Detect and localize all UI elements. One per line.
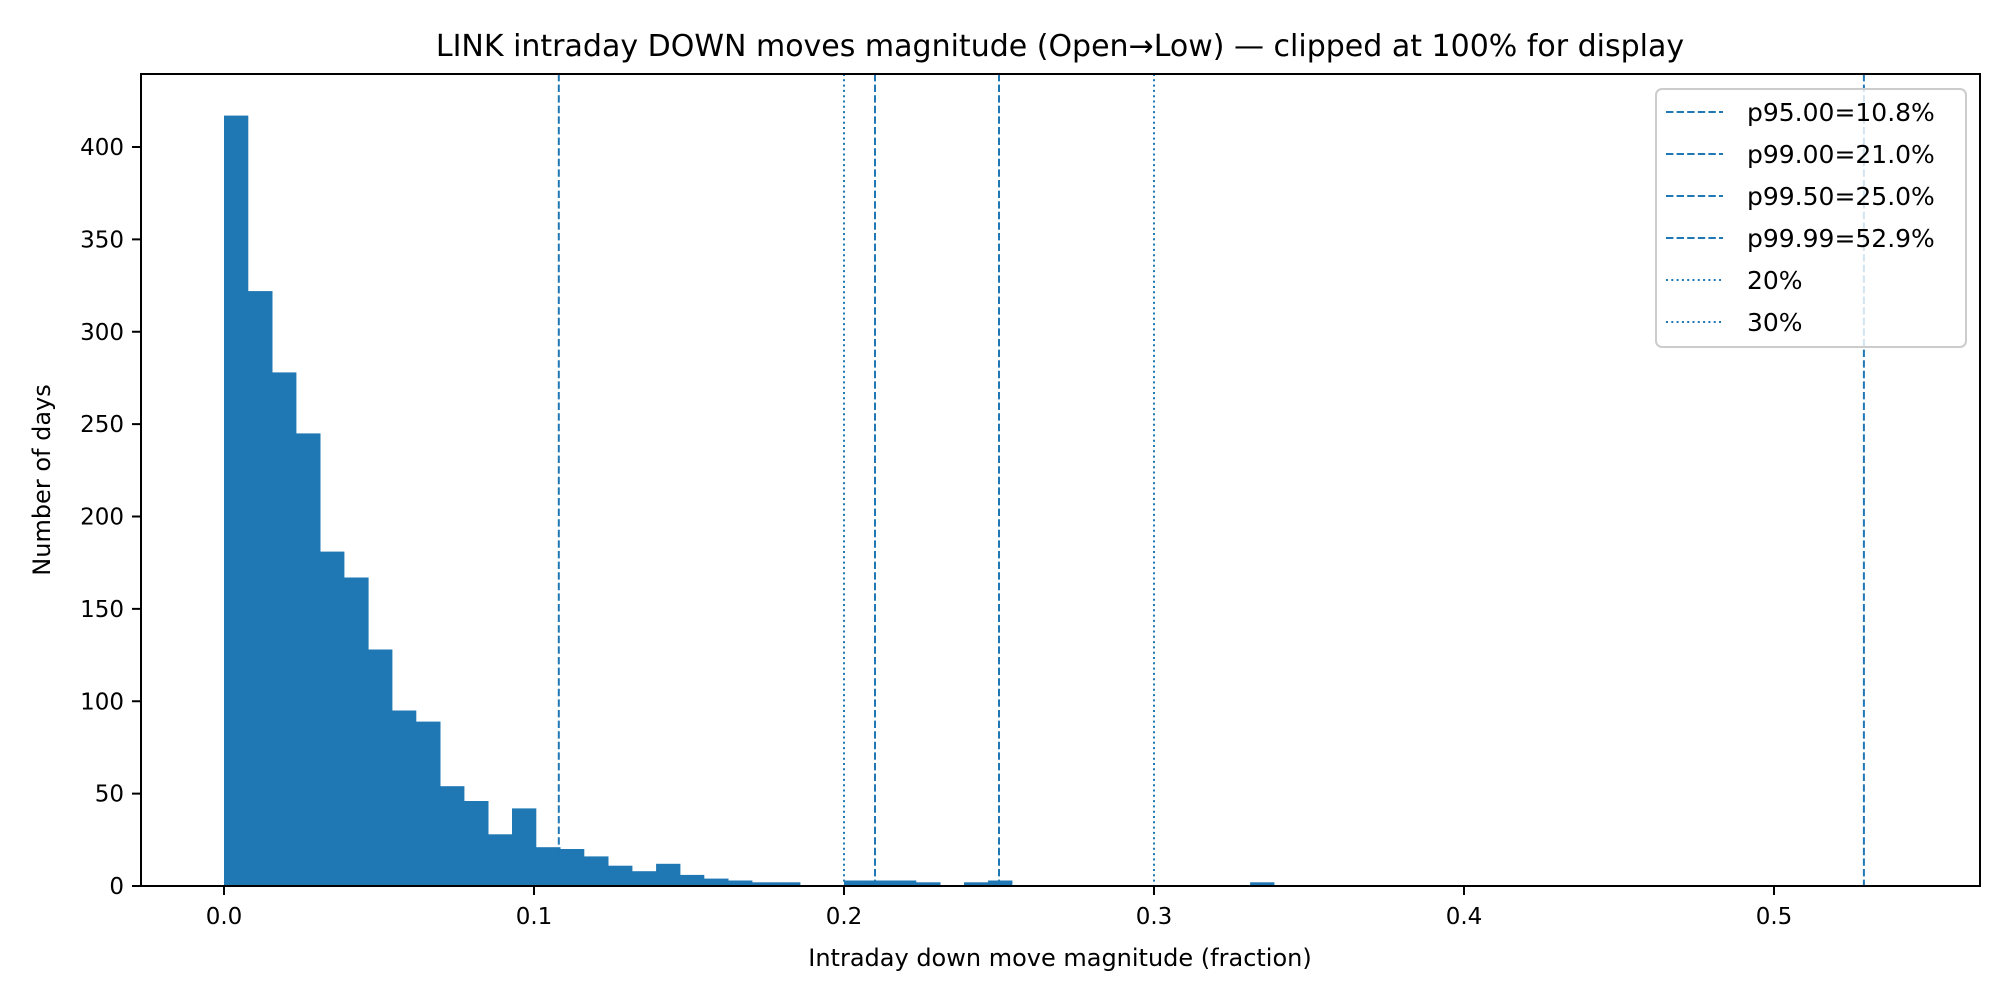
histogram-bar bbox=[776, 882, 801, 886]
x-tick-label: 0.1 bbox=[516, 904, 553, 930]
histogram-bar bbox=[247, 291, 273, 887]
histogram-bar bbox=[844, 880, 869, 886]
y-tick-label: 350 bbox=[80, 227, 124, 253]
histogram-bar bbox=[488, 834, 513, 886]
y-tick-label: 150 bbox=[80, 597, 124, 623]
histogram-bar bbox=[560, 849, 585, 886]
histogram-bars bbox=[224, 115, 1275, 887]
histogram-bar bbox=[892, 880, 917, 886]
histogram-bar bbox=[680, 874, 705, 886]
x-axis-ticks: 0.0 0.1 0.2 0.3 0.4 0.5 bbox=[206, 886, 1793, 930]
y-tick-label: 0 bbox=[109, 874, 124, 900]
histogram-bar bbox=[368, 649, 393, 886]
threshold-lines bbox=[557, 74, 1865, 886]
histogram-bar bbox=[608, 865, 633, 886]
histogram-bar bbox=[224, 115, 249, 887]
histogram-bar bbox=[344, 577, 369, 886]
histogram-bar bbox=[512, 808, 537, 886]
histogram-bar bbox=[463, 801, 489, 886]
histogram-bar bbox=[272, 372, 297, 886]
histogram-bar bbox=[632, 871, 657, 886]
histogram-bar bbox=[751, 882, 777, 886]
histogram-bar bbox=[964, 882, 989, 886]
x-axis-label: Intraday down move magnitude (fraction) bbox=[808, 944, 1311, 972]
legend-label: p99.00=21.0% bbox=[1747, 140, 1935, 169]
chart-title: LINK intraday DOWN moves magnitude (Open… bbox=[436, 29, 1684, 64]
x-tick-label: 0.5 bbox=[1756, 904, 1793, 930]
y-tick-label: 300 bbox=[80, 320, 124, 346]
x-tick-label: 0.4 bbox=[1446, 904, 1483, 930]
histogram-bar bbox=[440, 786, 465, 886]
legend-label: 30% bbox=[1747, 308, 1803, 337]
histogram-bar bbox=[728, 880, 753, 886]
y-tick-label: 50 bbox=[95, 782, 124, 808]
histogram-bar bbox=[1250, 882, 1275, 886]
histogram-bar bbox=[988, 880, 1013, 886]
histogram-bar bbox=[392, 710, 417, 886]
histogram-bar bbox=[915, 882, 941, 886]
histogram-bar bbox=[295, 433, 321, 886]
histogram-bar bbox=[415, 721, 441, 886]
y-tick-label: 100 bbox=[80, 689, 124, 715]
y-tick-label: 250 bbox=[80, 412, 124, 438]
histogram-bar bbox=[656, 863, 681, 886]
legend: p95.00=10.8% p99.00=21.0% p99.50=25.0% p99.… bbox=[1655, 88, 1967, 348]
histogram-bar bbox=[535, 847, 561, 886]
histogram-bar bbox=[320, 551, 345, 886]
legend-label: p99.99=52.9% bbox=[1747, 224, 1935, 253]
plot-frame bbox=[140, 73, 1981, 887]
legend-label: p99.50=25.0% bbox=[1747, 182, 1935, 211]
histogram-bar bbox=[867, 880, 893, 886]
y-tick-label: 200 bbox=[80, 505, 124, 531]
y-axis-ticks: 0 50 100 150 200 250 300 350 400 bbox=[80, 135, 141, 900]
x-tick-label: 0.2 bbox=[826, 904, 863, 930]
x-tick-label: 0.0 bbox=[206, 904, 243, 930]
histogram-bar bbox=[583, 856, 609, 886]
legend-label: p95.00=10.8% bbox=[1747, 98, 1935, 127]
y-tick-label: 400 bbox=[80, 135, 124, 161]
legend-box bbox=[1655, 88, 1967, 348]
legend-label: 20% bbox=[1747, 266, 1803, 295]
histogram-bar bbox=[703, 878, 729, 886]
x-tick-label: 0.3 bbox=[1136, 904, 1173, 930]
y-axis-label: Number of days bbox=[28, 384, 56, 575]
